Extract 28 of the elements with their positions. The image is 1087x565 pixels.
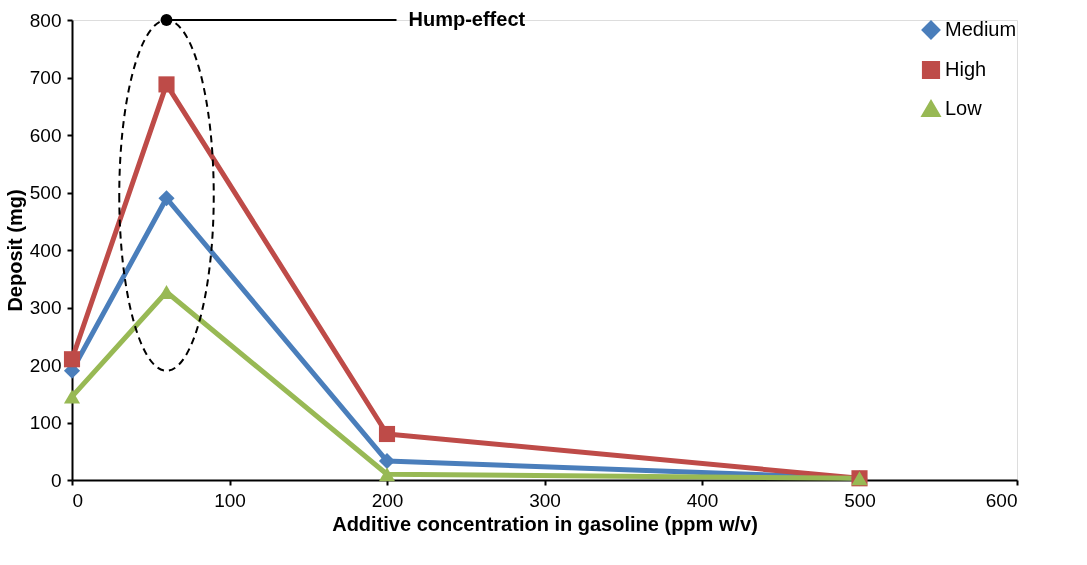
x-tick-label: 200 [371, 489, 404, 511]
legend-label: Low [945, 97, 983, 119]
x-tick-label: 300 [529, 489, 561, 511]
point [378, 467, 396, 482]
x-axis-title: Additive concentration in gasoline (ppm w/v) [332, 512, 758, 535]
y-tick-label: 600 [29, 124, 62, 146]
point [158, 190, 175, 207]
point [158, 76, 175, 93]
y-tick-label: 200 [29, 354, 62, 376]
legend-label: High [945, 58, 987, 80]
x-tick-label: 500 [844, 489, 876, 511]
y-tick-label: 100 [29, 412, 62, 433]
y-axis-title: Deposit (mg) [3, 189, 26, 312]
annotation: Hump-effect [408, 8, 526, 30]
legend-label: Medium [945, 18, 1017, 40]
point [378, 425, 396, 443]
x-tick-label: 600 [985, 489, 1018, 511]
y-tick-label: 0 [50, 469, 62, 491]
y-tick-label: 700 [29, 67, 62, 88]
point [63, 389, 81, 404]
y-tick-label: 800 [29, 9, 62, 31]
y-tick-label: 300 [29, 297, 62, 318]
point [63, 351, 81, 368]
y-tick-label: 500 [29, 182, 62, 203]
x-tick-label: 100 [214, 489, 246, 511]
x-tick-label: 0 [72, 489, 84, 511]
x-tick-label: 400 [686, 489, 719, 511]
y-tick-label: 400 [29, 239, 62, 261]
